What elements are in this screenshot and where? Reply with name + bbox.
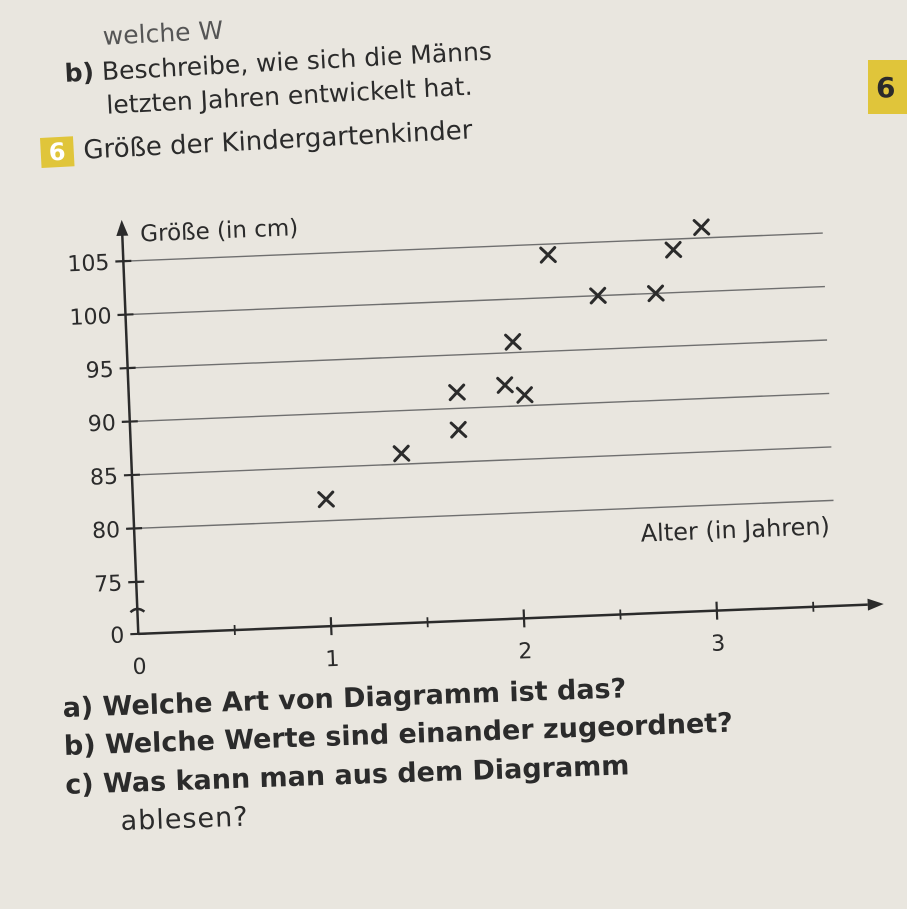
data-point-10 [647,284,665,303]
y-tick-105 [115,259,132,263]
x-tick-label-2: 2 [518,639,533,665]
data-point-8 [539,246,557,264]
y-tick-label-85: 85 [90,465,119,491]
x-tick-label-1: 1 [325,647,340,673]
grid-line-105 [123,232,823,262]
data-point-stroke [665,241,682,259]
y-tick-label-90: 90 [87,411,116,437]
grid-line-80 [134,499,834,530]
data-point-stroke [589,286,607,305]
data-point-stroke [647,284,665,303]
y-tick-100 [117,313,134,317]
y-tick-95 [119,366,136,370]
data-point-stroke [539,246,557,264]
question-a-label: a) [62,691,94,724]
data-point-2 [392,444,411,463]
data-point-stroke [516,386,533,404]
data-point-stroke [450,420,467,439]
y-tick-label-105: 105 [67,251,110,278]
data-point-stroke [393,444,410,463]
question-b-label: b) [63,730,97,763]
axes [115,219,884,636]
data-point-1 [317,490,335,509]
x-tick-label-3: 3 [711,631,726,657]
grid-line-85 [131,446,832,476]
x-axis-label: Alter (in Jahren) [640,512,830,548]
grid-line-90 [129,392,830,423]
y-tick-75 [128,580,145,584]
data-point-stroke [693,218,710,237]
y-tick-label-95: 95 [85,358,114,384]
y-axis-arrow [116,219,129,237]
data-point-11 [664,241,683,259]
page-badge: 6 [868,60,907,114]
data-point-6 [515,386,534,404]
y-axis-break [129,607,146,614]
grid-lines [123,232,834,530]
y-tick-label-80: 80 [92,518,121,544]
questions: a) Welche Art von Diagramm ist das? b) W… [62,667,736,844]
y-tick-0 [130,632,147,636]
data-point-12 [692,218,711,237]
data-point-5 [496,376,514,394]
data-point-7 [504,333,522,351]
data-point-4 [448,383,466,402]
data-point-stroke [317,490,335,509]
x-axis-arrow [867,598,884,611]
y-axis-label: Größe (in cm) [140,215,299,247]
y-tick-label-0: 0 [110,623,125,649]
data-point-stroke [504,333,522,351]
y-tick-80 [126,527,143,530]
x-tick-1 [329,617,333,636]
y-tick-label-100: 100 [69,304,112,331]
question-c-label: c) [64,768,95,801]
data-point-stroke [448,383,466,402]
data-point-3 [449,420,468,439]
grid-line-100 [125,285,825,316]
x-tick-2 [522,609,526,628]
tick-labels: 0 75 80 85 90 95 100 105 0 1 2 3 [67,251,726,681]
y-tick-label-75: 75 [94,571,123,597]
data-point-9 [589,286,607,305]
x-tick-3 [715,601,719,620]
x-axis-line [138,603,868,636]
y-tick-85 [123,473,140,477]
y-tick-90 [121,420,138,423]
x-tick-label-0: 0 [132,655,147,681]
data-point-stroke [496,376,514,394]
data-points [317,218,711,509]
grid-line-95 [127,339,828,369]
y-axis-line [120,229,140,634]
